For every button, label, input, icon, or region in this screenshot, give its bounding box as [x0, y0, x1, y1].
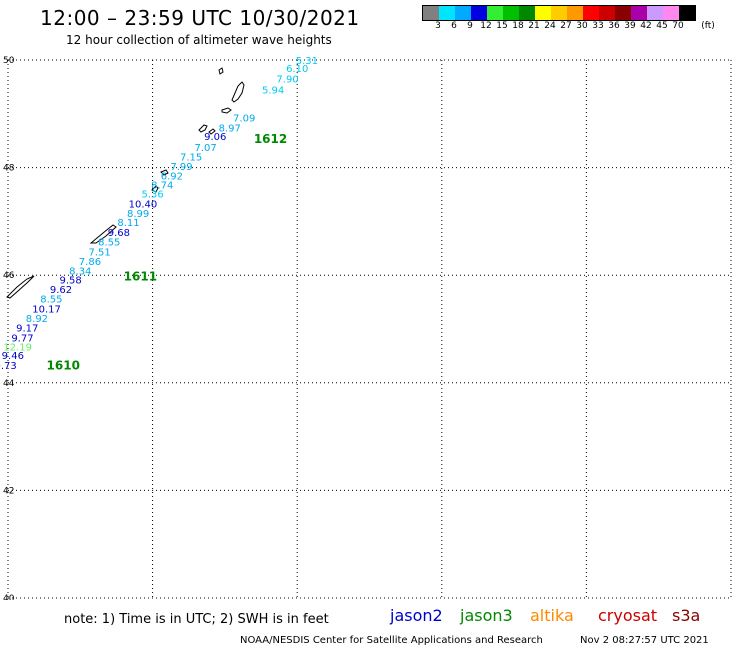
legend-label: 33: [592, 21, 604, 31]
legend-label: 45: [656, 21, 668, 31]
lat-tick-label: 42: [3, 486, 14, 496]
legend-swatch: [599, 6, 615, 20]
legend-swatch: [567, 6, 583, 20]
legend-label: 70: [672, 21, 684, 31]
wave-height-value: 12.19: [3, 343, 32, 354]
wave-height-value: 8.55: [98, 238, 120, 249]
satellite-name: altika: [530, 606, 574, 625]
wave-height-value: 6.10: [286, 64, 308, 75]
legend-label: 21: [528, 21, 540, 31]
wave-height-value: 8.99: [127, 209, 149, 220]
legend-label: 24: [544, 21, 556, 31]
legend-swatch: [487, 6, 503, 20]
pass-number-label: 1611: [124, 270, 157, 284]
generated-timestamp: Nov 2 08:27:57 UTC 2021: [580, 635, 709, 646]
legend-label: 42: [640, 21, 652, 31]
legend-swatch: [679, 6, 695, 20]
color-legend: [422, 5, 696, 21]
legend-label: 15: [496, 21, 508, 31]
map-grid: [7, 59, 732, 599]
color-legend-labels: 3 6 9 12 15 18 21 24 27 30 33 36 39 42 45 70 (ft): [422, 21, 740, 33]
page-subtitle: 12 hour collection of altimeter wave hei…: [66, 33, 332, 47]
legend-label: 6: [451, 21, 457, 31]
legend-swatch: [471, 6, 487, 20]
wave-height-value: 7.09: [233, 113, 255, 124]
wave-height-value: 8.92: [26, 314, 48, 325]
island-outline: [160, 169, 169, 176]
wave-height-value: 9.46: [2, 351, 24, 362]
wave-height-value: 9.06: [204, 132, 226, 143]
wave-height-value: 9.17: [16, 324, 38, 335]
wave-height-value: 5.36: [141, 190, 163, 201]
legend-swatch: [615, 6, 631, 20]
lat-tick-label: 46: [3, 271, 15, 281]
legend-swatch: [647, 6, 663, 20]
satellite-name: cryosat: [598, 606, 658, 625]
legend-label: 39: [624, 21, 636, 31]
wave-height-map: 5.316.107.905.94 7.098.979.067.077.157.99…: [0, 56, 732, 600]
legend-label: 30: [576, 21, 588, 31]
legend-unit: (ft): [701, 21, 715, 31]
satellite-name: jason2: [390, 606, 443, 625]
legend-label: 9: [467, 21, 473, 31]
wave-height-value: 8.11: [117, 218, 139, 229]
lat-tick-label: 48: [3, 164, 15, 174]
page-title: 12:00 – 23:59 UTC 10/30/2021: [40, 6, 360, 30]
legend-label: 18: [512, 21, 524, 31]
island-outline: [208, 128, 216, 135]
wave-height-value: 9.73: [0, 361, 17, 372]
wave-height-value: 9.77: [11, 333, 33, 344]
wave-height-value: 7.90: [276, 75, 298, 86]
lat-tick-label: 44: [3, 379, 15, 389]
credit-text: NOAA/NESDIS Center for Satellite Applica…: [240, 635, 543, 646]
legend-swatch: [631, 6, 647, 20]
wave-height-value: 7.86: [79, 257, 101, 268]
legend-label: 27: [560, 21, 572, 31]
wave-height-value: 9.62: [50, 285, 72, 296]
pass-number-label: 1612: [254, 132, 287, 146]
wave-height-value: 5.31: [296, 56, 318, 67]
wave-height-value: 6.92: [161, 171, 183, 182]
wave-height-value: 7.15: [180, 153, 202, 164]
lat-tick-label: 40: [3, 594, 15, 600]
legend-swatch: [503, 6, 519, 20]
island-outline: [198, 124, 208, 133]
satellite-name: s3a: [672, 606, 701, 625]
island-outline: [218, 67, 224, 75]
island-outline: [231, 81, 245, 103]
legend-swatch: [455, 6, 471, 20]
wave-height-value: 5.94: [262, 85, 284, 96]
legend-label: 12: [480, 21, 492, 31]
legend-swatch: [535, 6, 551, 20]
wave-height-value: 8.74: [151, 181, 173, 192]
wave-height-value: 8.34: [69, 267, 91, 278]
island-outline: [221, 107, 232, 114]
footer-note: note: 1) Time is in UTC; 2) SWH is in fe…: [64, 612, 329, 627]
island-outline: [6, 275, 35, 299]
wave-height-value: 8.97: [219, 124, 241, 135]
legend-swatch: [551, 6, 567, 20]
legend-label: 3: [435, 21, 441, 31]
island-outline: [89, 224, 117, 244]
wave-height-value: 8.55: [40, 295, 62, 306]
satellite-name: jason3: [460, 606, 513, 625]
legend-swatch: [519, 6, 535, 20]
pass-number-label: 1610: [47, 358, 80, 372]
coastline: [6, 67, 245, 299]
wave-height-value: 7.99: [170, 162, 192, 173]
island-outline: [151, 185, 159, 193]
wave-height-value: 9.68: [108, 228, 130, 239]
wave-height-value: 7.07: [194, 143, 216, 154]
legend-swatch: [439, 6, 455, 20]
lat-tick-label: 50: [3, 56, 15, 66]
legend-swatch: [583, 6, 599, 20]
wave-height-value: 10.40: [129, 199, 158, 210]
wave-height-value: 9.58: [60, 275, 82, 286]
legend-swatch: [663, 6, 679, 20]
wave-height-value: 10.17: [32, 304, 61, 315]
wave-height-value: 7.51: [88, 247, 110, 258]
legend-swatch: [423, 6, 439, 20]
legend-label: 36: [608, 21, 620, 31]
